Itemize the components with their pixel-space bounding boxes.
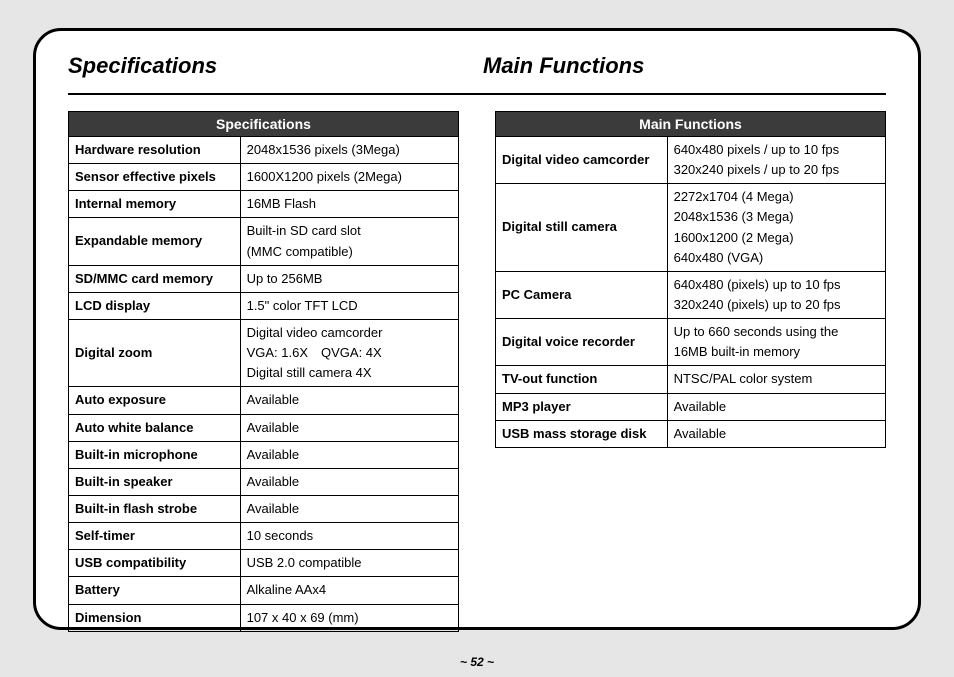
table-row: Digital zoomDigital video camcorderVGA: … <box>69 319 459 386</box>
row-label: Built-in speaker <box>69 468 241 495</box>
row-value: 107 x 40 x 69 (mm) <box>240 604 458 631</box>
main-functions-column: Main Functions Digital video camcorder64… <box>495 111 886 448</box>
table-row: LCD display1.5" color TFT LCD <box>69 292 459 319</box>
row-label: Sensor effective pixels <box>69 164 241 191</box>
table-row: Built-in speakerAvailable <box>69 468 459 495</box>
table-row: Built-in microphoneAvailable <box>69 441 459 468</box>
table-row: Dimension107 x 40 x 69 (mm) <box>69 604 459 631</box>
headings-row: Specifications Main Functions <box>68 53 886 79</box>
row-label: Self-timer <box>69 523 241 550</box>
row-value: 16MB Flash <box>240 191 458 218</box>
row-value: 1.5" color TFT LCD <box>240 292 458 319</box>
row-value: Available <box>240 387 458 414</box>
table-row: SD/MMC card memoryUp to 256MB <box>69 265 459 292</box>
row-value: Available <box>667 393 885 420</box>
table-row: Auto white balanceAvailable <box>69 414 459 441</box>
row-label: SD/MMC card memory <box>69 265 241 292</box>
row-value: Built-in SD card slot(MMC compatible) <box>240 218 458 265</box>
row-value: NTSC/PAL color system <box>667 366 885 393</box>
table-row: USB compatibilityUSB 2.0 compatible <box>69 550 459 577</box>
row-label: Internal memory <box>69 191 241 218</box>
row-label: USB compatibility <box>69 550 241 577</box>
table-row: USB mass storage diskAvailable <box>496 420 886 447</box>
row-value: Available <box>240 495 458 522</box>
table-row: PC Camera640x480 (pixels) up to 10 fps32… <box>496 271 886 318</box>
main-functions-table-title: Main Functions <box>496 112 886 137</box>
row-value: 2048x1536 pixels (3Mega) <box>240 137 458 164</box>
row-label: Expandable memory <box>69 218 241 265</box>
row-label: LCD display <box>69 292 241 319</box>
row-label: Digital still camera <box>496 184 668 272</box>
row-value: Available <box>240 414 458 441</box>
row-label: TV-out function <box>496 366 668 393</box>
table-row: Internal memory16MB Flash <box>69 191 459 218</box>
page-number: ~ 52 ~ <box>0 655 954 669</box>
row-value: Available <box>667 420 885 447</box>
row-label: MP3 player <box>496 393 668 420</box>
table-row: Digital video camcorder640x480 pixels / … <box>496 137 886 184</box>
row-value: Alkaline AAx4 <box>240 577 458 604</box>
row-value: 640x480 (pixels) up to 10 fps320x240 (pi… <box>667 271 885 318</box>
row-value: USB 2.0 compatible <box>240 550 458 577</box>
row-label: Auto white balance <box>69 414 241 441</box>
row-label: Digital voice recorder <box>496 319 668 366</box>
table-row: Hardware resolution2048x1536 pixels (3Me… <box>69 137 459 164</box>
row-value: 640x480 pixels / up to 10 fps320x240 pix… <box>667 137 885 184</box>
table-row: BatteryAlkaline AAx4 <box>69 577 459 604</box>
table-row: Digital still camera2272x1704 (4 Mega)20… <box>496 184 886 272</box>
row-label: PC Camera <box>496 271 668 318</box>
table-row: MP3 playerAvailable <box>496 393 886 420</box>
table-row: TV-out functionNTSC/PAL color system <box>496 366 886 393</box>
table-row: Built-in flash strobeAvailable <box>69 495 459 522</box>
specifications-table-title: Specifications <box>69 112 459 137</box>
row-label: Hardware resolution <box>69 137 241 164</box>
table-row: Sensor effective pixels1600X1200 pixels … <box>69 164 459 191</box>
main-functions-table: Main Functions Digital video camcorder64… <box>495 111 886 448</box>
row-value: 2272x1704 (4 Mega)2048x1536 (3 Mega)1600… <box>667 184 885 272</box>
tables-wrap: Specifications Hardware resolution2048x1… <box>68 111 886 632</box>
specifications-table: Specifications Hardware resolution2048x1… <box>68 111 459 632</box>
row-value: 10 seconds <box>240 523 458 550</box>
row-value: Digital video camcorderVGA: 1.6X QVGA: 4… <box>240 319 458 386</box>
table-row: Digital voice recorderUp to 660 seconds … <box>496 319 886 366</box>
row-label: Built-in flash strobe <box>69 495 241 522</box>
row-value: Up to 660 seconds using the16MB built-in… <box>667 319 885 366</box>
row-label: Dimension <box>69 604 241 631</box>
heading-underline <box>68 93 886 95</box>
row-label: USB mass storage disk <box>496 420 668 447</box>
table-row: Auto exposureAvailable <box>69 387 459 414</box>
row-value: Available <box>240 468 458 495</box>
row-label: Digital zoom <box>69 319 241 386</box>
table-row: Expandable memoryBuilt-in SD card slot(M… <box>69 218 459 265</box>
row-label: Built-in microphone <box>69 441 241 468</box>
row-value: Available <box>240 441 458 468</box>
row-value: Up to 256MB <box>240 265 458 292</box>
row-value: 1600X1200 pixels (2Mega) <box>240 164 458 191</box>
row-label: Auto exposure <box>69 387 241 414</box>
row-label: Digital video camcorder <box>496 137 668 184</box>
specifications-column: Specifications Hardware resolution2048x1… <box>68 111 459 632</box>
row-label: Battery <box>69 577 241 604</box>
heading-main-functions: Main Functions <box>477 53 886 79</box>
table-row: Self-timer10 seconds <box>69 523 459 550</box>
page-frame: Specifications Main Functions Specificat… <box>33 28 921 630</box>
heading-specifications: Specifications <box>68 53 477 79</box>
